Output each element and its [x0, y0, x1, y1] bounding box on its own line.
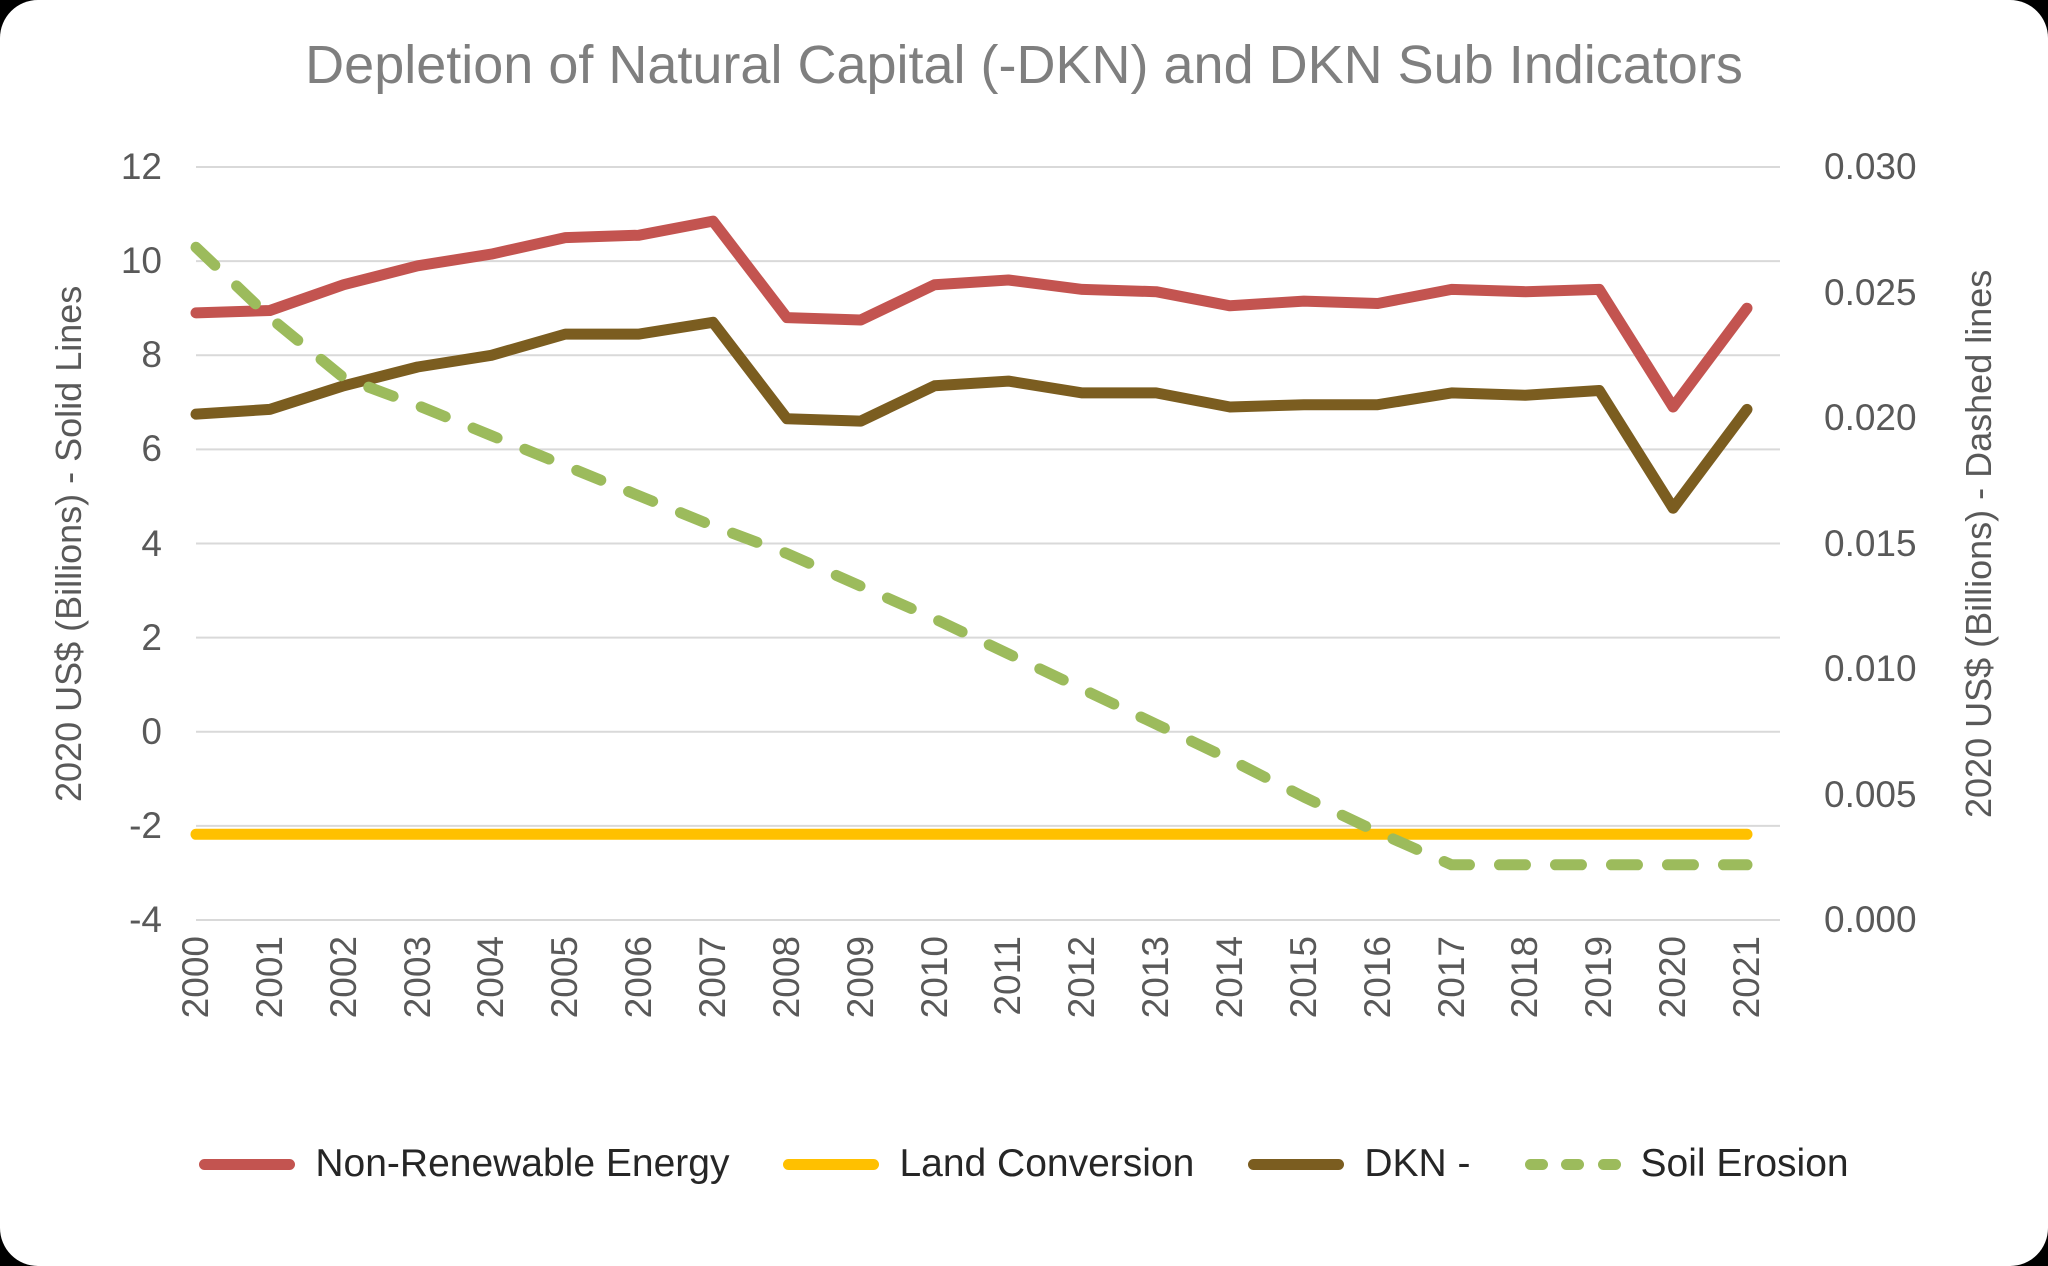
y-left-tick-label: 12 [120, 146, 162, 187]
x-tick-label: 2000 [175, 936, 216, 1019]
series-line-non-renewable-energy [190, 215, 1753, 413]
x-tick-label: 2019 [1578, 936, 1620, 1019]
x-tick-label: 2015 [1282, 936, 1324, 1019]
y-right-tick-label: 0.000 [1824, 899, 1917, 940]
legend-dash [1597, 1158, 1621, 1170]
legend-swatch-solid-line [1248, 1158, 1345, 1170]
legend-dash [1524, 1158, 1548, 1170]
y-right-tick-label: 0.020 [1824, 397, 1917, 438]
chart-legend: Non-Renewable Energy Land Conversion DKN… [0, 1128, 2048, 1200]
x-tick-label: 2001 [248, 936, 290, 1019]
legend-swatch-solid-line [199, 1158, 296, 1170]
y-left-tick-label: 4 [141, 522, 162, 564]
y-left-tick-label: 6 [141, 428, 162, 470]
legend-item-soil-erosion: Soil Erosion [1524, 1142, 1849, 1186]
x-tick-label: 2016 [1356, 936, 1398, 1019]
x-tick-label: 2012 [1061, 936, 1103, 1019]
x-tick-label: 2017 [1430, 936, 1472, 1019]
y-left-tick-label: 2 [141, 616, 162, 658]
y-right-tick-label: 0.010 [1824, 648, 1917, 689]
y-left-tick-label: 0 [141, 710, 162, 752]
x-tick-label: 2005 [544, 936, 586, 1019]
legend-label: Land Conversion [899, 1142, 1195, 1185]
y-axis-right-title: 2020 US$ (Billions) - Dashed lines [1958, 269, 1999, 819]
x-tick-label: 2004 [470, 936, 512, 1019]
y-right-tick-label: 0.025 [1824, 271, 1917, 313]
x-tick-label: 2013 [1135, 936, 1177, 1019]
legend-item-dkn: DKN - [1248, 1142, 1471, 1186]
x-tick-label: 2021 [1725, 936, 1767, 1019]
y-right-tick-label: 0.005 [1824, 773, 1917, 815]
y-right-tick-label: 0.015 [1824, 522, 1917, 564]
x-tick-label: 2014 [1208, 936, 1250, 1019]
legend-label: DKN - [1364, 1142, 1471, 1185]
x-tick-label: 2010 [913, 936, 955, 1019]
x-tick-label: 2011 [987, 936, 1029, 1016]
x-tick-label: 2003 [396, 936, 438, 1019]
x-tick-label: 2018 [1504, 936, 1546, 1019]
chart-title: Depletion of Natural Capital (-DKN) and … [305, 35, 1743, 95]
legend-swatch-solid-line [783, 1158, 880, 1170]
x-tick-label: 2008 [765, 936, 807, 1019]
legend-item-non-renewable-energy: Non-Renewable Energy [199, 1142, 729, 1186]
series-line-dkn [190, 316, 1753, 514]
legend-dash [1561, 1158, 1584, 1170]
x-tick-label: 2007 [691, 936, 733, 1019]
y-left-tick-label: 8 [141, 334, 162, 376]
legend-label: Soil Erosion [1640, 1142, 1849, 1185]
x-tick-label: 2009 [839, 936, 881, 1019]
y-right-tick-label: 0.030 [1824, 146, 1917, 187]
legend-swatch-dashed-line [1524, 1158, 1621, 1170]
x-tick-label: 2006 [618, 936, 660, 1019]
series-line-soil-erosion [190, 241, 1753, 871]
legend-label: Non-Renewable Energy [315, 1142, 730, 1185]
x-tick-label: 2002 [322, 936, 364, 1019]
y-axis-left-title: 2020 US$ (Billions) - Solid Lines [48, 285, 89, 803]
legend-item-land-conversion: Land Conversion [783, 1142, 1194, 1186]
y-left-tick-label: -4 [129, 899, 162, 940]
x-tick-label: 2020 [1652, 936, 1694, 1019]
y-left-tick-label: 10 [120, 240, 162, 282]
y-left-tick-label: -2 [129, 804, 162, 846]
